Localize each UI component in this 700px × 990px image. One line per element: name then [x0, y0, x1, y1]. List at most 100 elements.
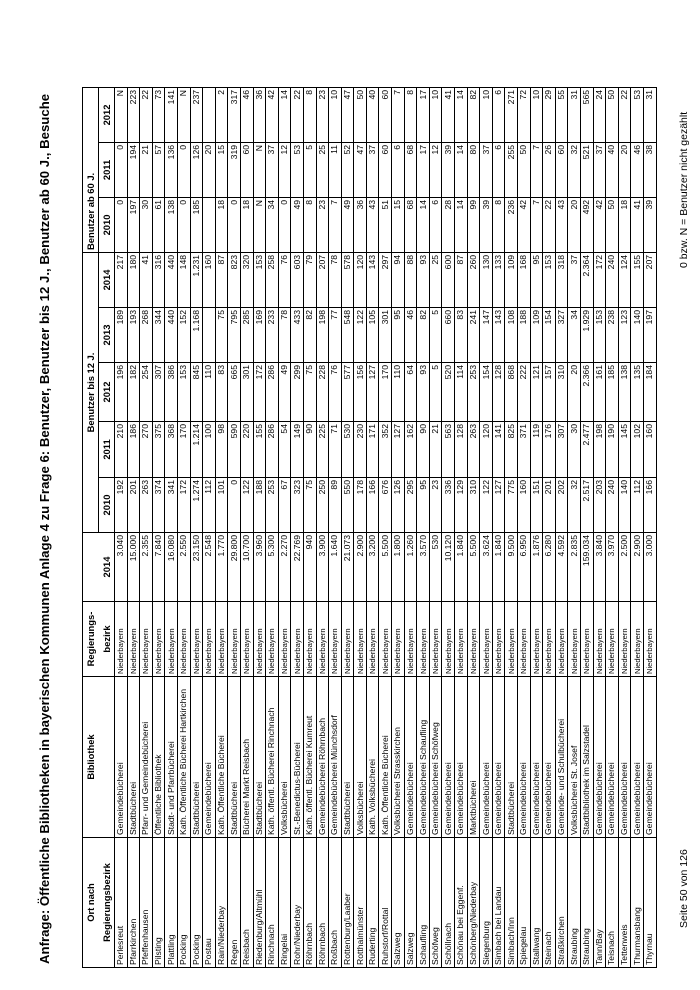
cell-benutzer-2014: 2.835	[567, 532, 581, 602]
cell-ab60-2012: 10	[328, 87, 342, 143]
cell-bis12-2010: 23	[429, 477, 442, 533]
cell-bis12-2011: 21	[429, 421, 442, 478]
cell-ort: Siegenburg	[479, 837, 493, 968]
table-row: Straßkirchen Gemeinde- und Schulbücherei N…	[555, 87, 568, 968]
cell-bis12-2014: 600	[441, 252, 455, 308]
cell-bibliothek: St.-Benedictus-Bücherei	[290, 676, 304, 838]
cell-bis12-2014: 823	[227, 252, 241, 308]
cell-ab60-2012: 72	[517, 87, 531, 143]
cell-ab60-2011: 68	[404, 142, 417, 198]
cell-bis12-2012: 49	[278, 362, 291, 422]
cell-bibliothek: Gemeindebücherei	[114, 676, 128, 838]
cell-bis12-2012: 20	[567, 362, 581, 422]
cell-bis12-2014: 578	[341, 252, 354, 308]
cell-bis12-2013: 34	[567, 307, 581, 363]
cell-bis12-2013: 152	[177, 307, 191, 363]
table-row: Rotthalmünster Volksbücherei Niederbayern 2…	[353, 87, 367, 968]
cell-bis12-2012: 299	[290, 362, 304, 422]
cell-ort: Thyrnau	[643, 837, 657, 968]
cell-bis12-2010: 240	[605, 477, 619, 533]
cell-bezirk: Niederbayern	[328, 601, 342, 677]
cell-ort: Reisbach	[240, 837, 254, 968]
cell-bis12-2013: 241	[467, 307, 480, 363]
cell-benutzer-2014: 3.840	[593, 532, 606, 602]
cell-bezirk: Niederbayern	[429, 601, 442, 677]
cell-ab60-2012: 223	[127, 87, 140, 143]
cell-bis12-2013: 82	[416, 307, 430, 363]
header-ort-bottom: Regierungsbezirk	[98, 837, 115, 968]
cell-bis12-2013: 169	[253, 307, 266, 363]
cell-ab60-2012: 22	[618, 87, 631, 143]
cell-bis12-2013: 154	[542, 307, 556, 363]
cell-benutzer-2014: 530	[429, 532, 442, 602]
cell-bis12-2010: 172	[177, 477, 191, 533]
cell-bis12-2010: 67	[278, 477, 291, 533]
cell-bis12-2012: 182	[127, 362, 140, 422]
cell-bis12-2011: 210	[114, 421, 128, 478]
cell-ab60-2011: 25	[316, 142, 329, 198]
cell-ort: Pocking	[190, 837, 203, 968]
cell-bis12-2010: 1.274	[190, 477, 203, 533]
cell-bis12-2014: 240	[605, 252, 619, 308]
table-row: Röhrnbach Gemeindebücherei Röhrnbach Niede…	[316, 87, 329, 968]
cell-ab60-2010: 18	[215, 197, 228, 253]
cell-bezirk: Niederbayern	[227, 601, 241, 677]
table-row: Schönberg/Niederbay Marktbücherei Niederba…	[467, 87, 480, 968]
cell-bis12-2011: 71	[328, 421, 342, 478]
cell-benutzer-2014: 2.900	[353, 532, 367, 602]
cell-bibliothek: Gemeindebücherei	[454, 676, 468, 838]
cell-bibliothek: Stadtbücherei	[341, 676, 354, 838]
cell-bibliothek: Volksbücherei Strasskirchen	[391, 676, 405, 838]
cell-bis12-2011: 263	[467, 421, 480, 478]
table-row: Simbach bei Landau Gemeindebücherei Nieder…	[492, 87, 505, 968]
cell-benutzer-2014: 6.950	[517, 532, 531, 602]
cell-ab60-2011: 0	[177, 142, 191, 198]
cell-ab60-2012: 50	[605, 87, 619, 143]
cell-bibliothek: Gemeindebücherei	[517, 676, 531, 838]
cell-ab60-2010: 34	[265, 197, 279, 253]
cell-bis12-2012: 93	[416, 362, 430, 422]
cell-bis12-2012: 222	[517, 362, 531, 422]
cell-bis12-2012: 2.366	[580, 362, 594, 422]
cell-bis12-2012: 110	[202, 362, 216, 422]
cell-ab60-2012: 6	[492, 87, 505, 143]
cell-benutzer-2014: 1.800	[391, 532, 405, 602]
cell-ab60-2012: 41	[441, 87, 455, 143]
cell-ab60-2012: 31	[643, 87, 657, 143]
header-ab60-year: 2010	[98, 197, 115, 253]
cell-bis12-2014: 217	[114, 252, 128, 308]
cell-ort: Rinchnach	[265, 837, 279, 968]
cell-bis12-2010: 323	[290, 477, 304, 533]
header-bibliothek: Bibliothek	[82, 676, 99, 838]
table-row: Thurmansbang Gemeindebücherei Niederbayern…	[630, 87, 644, 968]
cell-bezirk: Niederbayern	[630, 601, 644, 677]
cell-ab60-2011: 14	[454, 142, 468, 198]
header-row-groups: Ort nach Bibliothek Regierungs- Benutzer…	[82, 87, 99, 968]
cell-bibliothek: Stadtbücherei	[190, 676, 203, 838]
cell-bis12-2010: 89	[328, 477, 342, 533]
cell-bibliothek: Kath. öffentl. Bücherei Kumreut	[303, 676, 316, 838]
table-row: Perlesreut Gemeindebücherei Niederbayern 3.…	[114, 87, 128, 968]
cell-bis12-2013: 75	[215, 307, 228, 363]
cell-ab60-2011: 80	[467, 142, 480, 198]
cell-benutzer-2014: 16.080	[164, 532, 178, 602]
cell-bis12-2011: 90	[416, 421, 430, 478]
cell-ab60-2010: 22	[542, 197, 556, 253]
cell-ort: Simbach bei Landau	[492, 837, 505, 968]
cell-bis12-2012: 196	[114, 362, 128, 422]
cell-ab60-2012: 10	[530, 87, 543, 143]
cell-ab60-2011: 37	[479, 142, 493, 198]
cell-bis12-2012: 64	[404, 362, 417, 422]
cell-benutzer-2014: 5.500	[467, 532, 480, 602]
table-row: Simbach/Inn Stadtbücherei Niederbayern 9.50…	[504, 87, 518, 968]
cell-bis12-2010: 336	[441, 477, 455, 533]
header-bis12-group: Benutzer bis 12 J.	[82, 252, 99, 533]
header-bis12-year: 2012	[98, 362, 115, 422]
cell-bis12-2012: 845	[190, 362, 203, 422]
cell-bis12-2014: 160	[202, 252, 216, 308]
cell-bis12-2013: 660	[441, 307, 455, 363]
cell-ab60-2012: N	[114, 87, 128, 143]
cell-ort: Thurmansbang	[630, 837, 644, 968]
cell-bis12-2014: 76	[278, 252, 291, 308]
cell-ab60-2010: 236	[504, 197, 518, 253]
